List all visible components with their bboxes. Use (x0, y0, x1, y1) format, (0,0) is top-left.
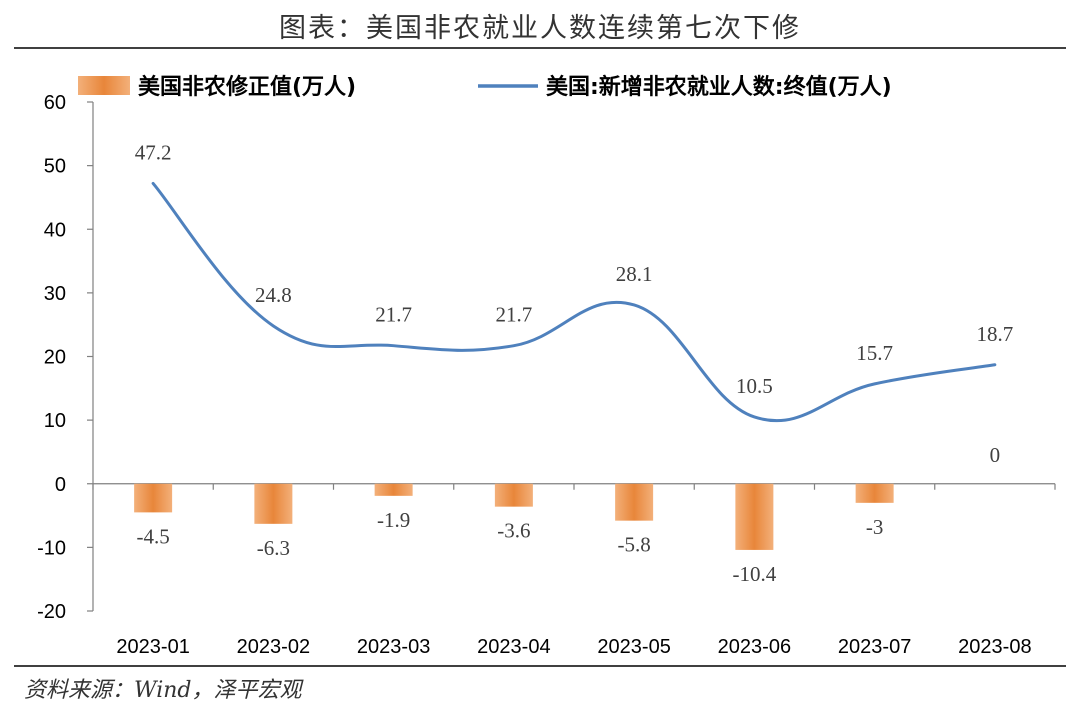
bar-data-label: -10.4 (733, 562, 777, 586)
line-data-label: 28.1 (616, 262, 653, 286)
y-tick-label: -20 (37, 601, 66, 623)
bar-revision (374, 483, 413, 496)
line-data-label: 24.8 (255, 283, 292, 307)
line-data-label: 18.7 (977, 322, 1014, 346)
line-nonfarm-final (151, 181, 997, 423)
line-data-label: 47.2 (135, 140, 172, 164)
legend-bar-swatch (78, 76, 130, 95)
bar-data-label: -6.3 (257, 536, 290, 560)
y-tick-label: 10 (44, 410, 66, 432)
bar-data-label: -4.5 (137, 524, 170, 548)
bar-data-label: 0 (990, 443, 1001, 467)
x-tick-label: 2023-07 (838, 636, 911, 658)
line-data-label: 21.7 (496, 303, 533, 327)
x-tick-label: 2023-06 (718, 636, 791, 658)
bar-revision (494, 483, 533, 507)
y-tick-label: 20 (44, 347, 66, 369)
line-data-label: 10.5 (736, 374, 773, 398)
x-tick-label: 2023-04 (477, 636, 550, 658)
bar-data-label: -3 (866, 515, 884, 539)
line-data-label: 15.7 (856, 341, 893, 365)
legend-bar-label: 美国非农修正值(万人) (138, 74, 356, 100)
page-title: 图表：美国非农就业人数连续第七次下修 (279, 13, 801, 44)
bar-data-label: -5.8 (618, 533, 651, 557)
x-tick-label: 2023-02 (237, 636, 310, 658)
bottom-rule (14, 665, 1066, 667)
x-tick-label: 2023-05 (597, 636, 670, 658)
x-tick-label: 2023-03 (357, 636, 430, 658)
y-tick-label: 60 (44, 92, 66, 114)
y-tick-label: 40 (44, 219, 66, 241)
bar-revision (254, 483, 293, 524)
legend-line-label: 美国:新增非农就业人数:终值(万人) (546, 74, 892, 100)
top-rule (14, 47, 1066, 49)
bar-data-label: -3.6 (497, 519, 530, 543)
line-data-label: 21.7 (375, 303, 412, 327)
x-tick-label: 2023-01 (116, 636, 189, 658)
x-tick-label: 2023-08 (958, 636, 1031, 658)
bar-revision (855, 483, 894, 503)
bar-data-label: -1.9 (377, 508, 410, 532)
bar-revision (615, 483, 654, 521)
y-tick-label: 30 (44, 283, 66, 305)
bar-revision (735, 483, 774, 550)
bar-revision (134, 483, 173, 513)
source-note: 资料来源：Wind，泽平宏观 (24, 678, 302, 703)
y-tick-label: -10 (37, 537, 66, 559)
y-tick-label: 50 (44, 156, 66, 178)
y-tick-label: 0 (55, 474, 66, 496)
